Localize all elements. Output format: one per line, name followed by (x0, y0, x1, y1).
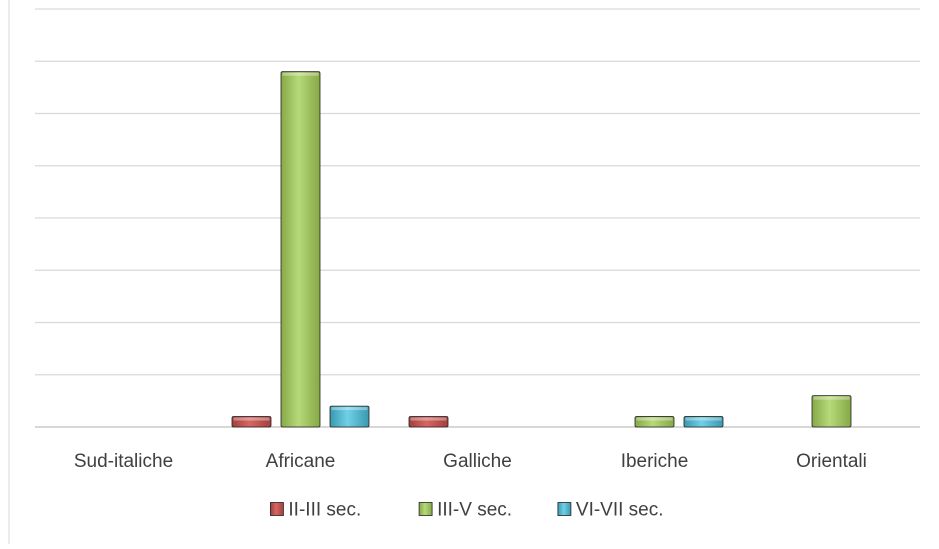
x-tick-label: Sud-italiche (74, 451, 173, 472)
legend-swatch (418, 502, 433, 516)
gridlines (35, 8, 920, 428)
x-tick-label: Galliche (443, 451, 512, 472)
legend-label: VI-VII sec. (576, 500, 664, 521)
legend-swatch (557, 502, 572, 516)
bar-africane-series-0 (231, 416, 272, 428)
bar-series (231, 71, 852, 428)
legend: II-III sec. III-V sec. VI-VII sec. (270, 500, 664, 521)
x-tick-label: Iberiche (621, 451, 689, 472)
bar-iberiche-series-2 (683, 416, 724, 428)
legend-label: II-III sec. (288, 500, 361, 521)
x-axis-labels: Sud-italiche Africane Galliche Iberiche Orie… (74, 451, 867, 472)
x-tick-label: Orientali (796, 451, 867, 472)
bar-iberiche-series-1 (634, 416, 675, 428)
bar-galliche-series-0 (408, 416, 449, 428)
bar-africane-series-1 (280, 71, 321, 428)
legend-swatch (270, 502, 284, 516)
x-tick-label: Africane (266, 451, 336, 472)
bar-africane-series-2 (329, 405, 370, 428)
legend-label: III-V sec. (437, 500, 512, 521)
bar-orientali-series-1 (811, 395, 852, 428)
